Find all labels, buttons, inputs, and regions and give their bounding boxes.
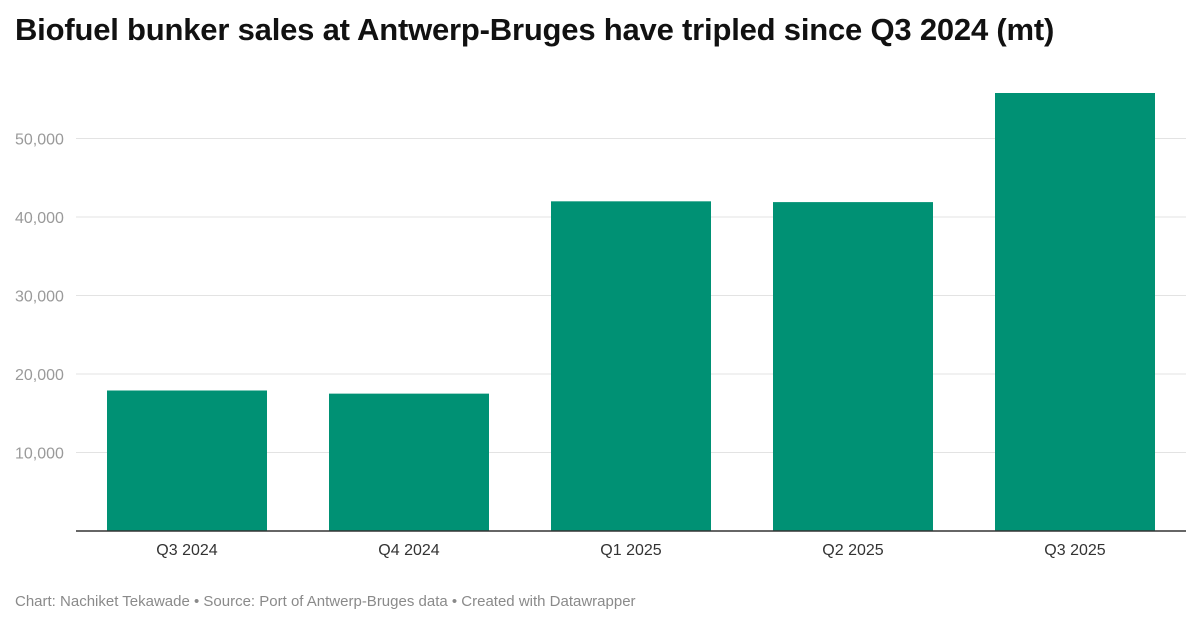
x-tick-label: Q1 2025 bbox=[600, 542, 661, 559]
y-tick-label: 30,000 bbox=[15, 289, 64, 306]
chart-title: Biofuel bunker sales at Antwerp-Bruges h… bbox=[15, 12, 1055, 47]
axes: 10,000 20,000 30,000 40,000 50,000 Q3 2024 Q4 … bbox=[15, 132, 1186, 559]
y-tick-label: 20,000 bbox=[15, 367, 64, 384]
bar bbox=[773, 202, 933, 531]
bar bbox=[551, 201, 711, 532]
x-tick-label: Q4 2024 bbox=[378, 542, 439, 559]
y-tick-label: 50,000 bbox=[15, 132, 64, 149]
y-tick-label: 10,000 bbox=[15, 446, 64, 463]
x-tick-label: Q3 2025 bbox=[1044, 542, 1105, 559]
bar bbox=[107, 390, 267, 531]
x-tick-label: Q3 2024 bbox=[156, 542, 217, 559]
x-tick-label: Q2 2025 bbox=[822, 542, 883, 559]
bar bbox=[995, 93, 1155, 531]
chart-footer-credit: Chart: Nachiket Tekawade • Source: Port … bbox=[15, 593, 636, 610]
y-tick-label: 40,000 bbox=[15, 210, 64, 227]
bars bbox=[107, 93, 1155, 532]
bar bbox=[329, 393, 489, 531]
